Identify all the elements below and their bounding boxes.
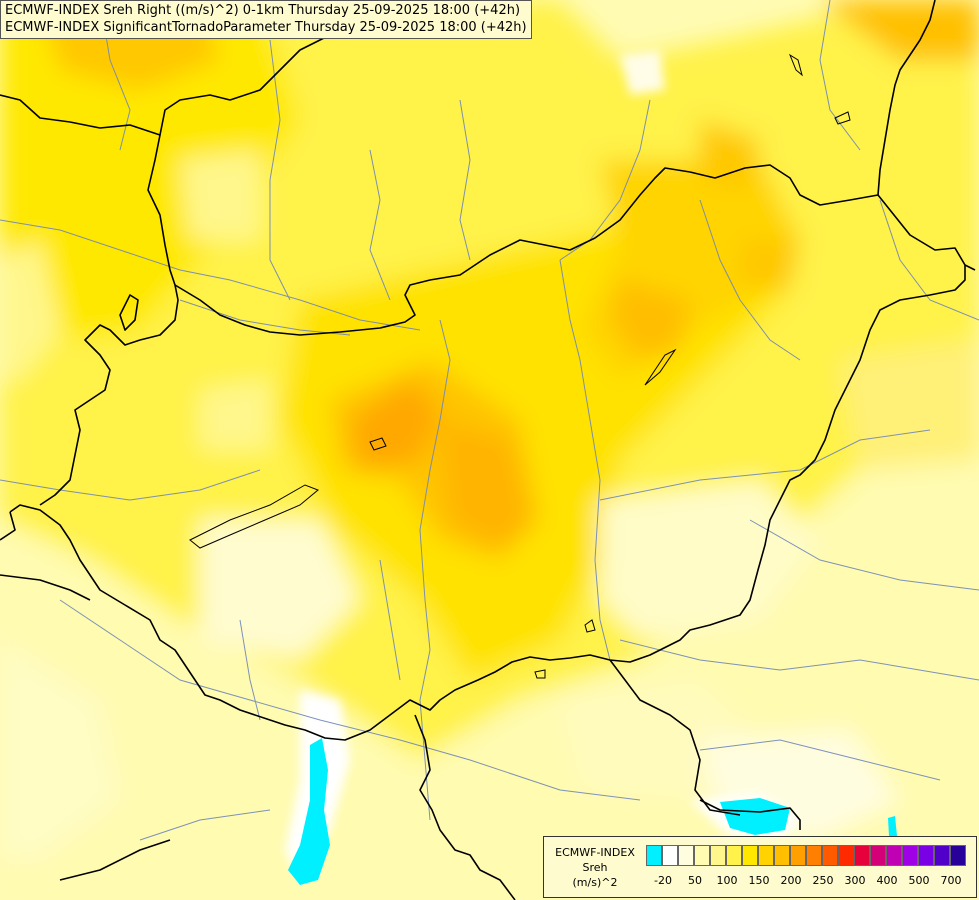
legend-title-line3: (m/s)^2 <box>572 876 618 889</box>
legend-swatch <box>934 845 950 866</box>
legend-swatch <box>694 845 710 866</box>
legend-swatch <box>870 845 886 866</box>
legend-tick-label: 50 <box>688 874 702 887</box>
legend-tick-label: 700 <box>940 874 962 887</box>
title-line-2: ECMWF-INDEX SignificantTornadoParameter … <box>5 20 527 35</box>
legend-tick-label: 200 <box>780 874 802 887</box>
legend-swatch <box>726 845 742 866</box>
legend-swatch <box>646 845 662 866</box>
legend-tick-label: 400 <box>876 874 898 887</box>
legend-swatch <box>918 845 934 866</box>
legend-ticks: -20 50 100 150 200 250 300 400 500 700 <box>646 874 971 888</box>
legend-tick-label: 500 <box>908 874 930 887</box>
legend-swatch <box>758 845 774 866</box>
lake-outline <box>189 484 319 549</box>
map-title-box: ECMWF-INDEX Sreh Right ((m/s)^2) 0-1km T… <box>0 0 532 39</box>
legend-swatch <box>806 845 822 866</box>
legend-swatch <box>822 845 838 866</box>
legend-swatches <box>646 845 966 866</box>
legend-swatch <box>838 845 854 866</box>
legend-swatch <box>886 845 902 866</box>
legend-swatch <box>662 845 678 866</box>
title-line-1: ECMWF-INDEX Sreh Right ((m/s)^2) 0-1km T… <box>5 3 521 18</box>
legend-tick-label: 100 <box>716 874 738 887</box>
legend-swatch <box>902 845 918 866</box>
legend-swatch <box>710 845 726 866</box>
rivers <box>0 0 979 841</box>
legend-title-line2: Sreh <box>582 861 608 874</box>
legend-swatch <box>790 845 806 866</box>
legend-title: ECMWF-INDEX Sreh (m/s)^2 <box>548 845 642 890</box>
legend-tick-label: 250 <box>812 874 834 887</box>
legend-swatch <box>742 845 758 866</box>
legend-tick-label: 150 <box>748 874 770 887</box>
legend-tick-label: -20 <box>654 874 672 887</box>
legend-swatch <box>774 845 790 866</box>
cyan-patches <box>288 738 897 885</box>
color-legend: ECMWF-INDEX Sreh (m/s)^2 -20 50 100 150 200 2… <box>543 836 977 898</box>
legend-title-line1: ECMWF-INDEX <box>555 846 635 859</box>
legend-swatch <box>678 845 694 866</box>
legend-swatch <box>854 845 870 866</box>
legend-tick-label: 300 <box>844 874 866 887</box>
legend-swatch <box>950 845 966 866</box>
